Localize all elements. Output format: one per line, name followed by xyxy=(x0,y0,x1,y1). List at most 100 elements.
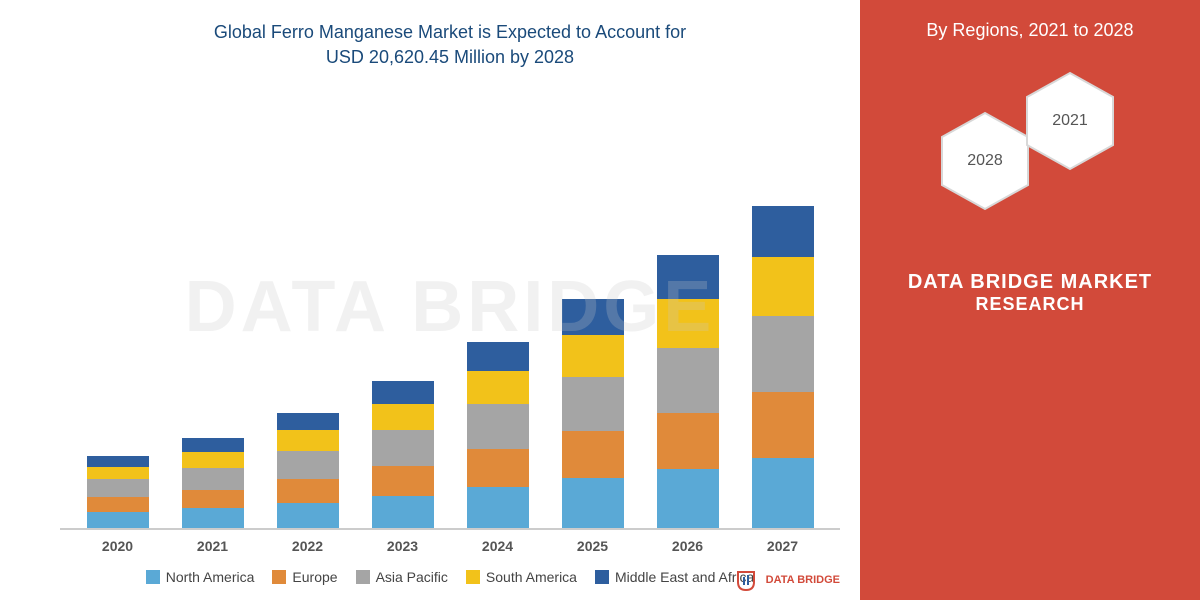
legend-label: North America xyxy=(166,569,255,585)
x-axis-labels: 2020 2021 2022 2023 2024 2025 2026 2027 xyxy=(60,530,840,554)
bar-group xyxy=(368,381,438,528)
bar-segment xyxy=(372,381,434,404)
x-axis-label: 2027 xyxy=(748,538,818,554)
brand-panel: By Regions, 2021 to 2028 2028 2021 DATA … xyxy=(860,0,1200,600)
bar-segment xyxy=(372,496,434,528)
footer-logo-text: DATA BRIDGE xyxy=(766,574,840,586)
bar-group xyxy=(83,456,153,528)
bar-group xyxy=(463,342,533,528)
bar-stack xyxy=(752,206,814,528)
bar-segment xyxy=(182,438,244,452)
chart-title: Global Ferro Manganese Market is Expecte… xyxy=(60,20,840,70)
bar-group xyxy=(273,413,343,528)
bar-segment xyxy=(657,255,719,298)
legend: North America Europe Asia Pacific South Ame… xyxy=(60,554,840,590)
bar-segment xyxy=(87,479,149,497)
x-axis-label: 2020 xyxy=(83,538,153,554)
footer-logo-icon xyxy=(734,568,758,592)
bar-segment xyxy=(562,431,624,478)
bar-segment xyxy=(562,299,624,335)
x-axis-label: 2022 xyxy=(273,538,343,554)
bar-group xyxy=(748,206,818,528)
bar-segment xyxy=(372,430,434,466)
bar-segment xyxy=(657,469,719,528)
bar-segment xyxy=(562,377,624,431)
bar-segment xyxy=(277,503,339,528)
bar-stack xyxy=(372,381,434,528)
bar-segment xyxy=(87,456,149,467)
legend-item: South America xyxy=(466,569,577,585)
bar-group xyxy=(178,438,248,528)
bar-segment xyxy=(277,430,339,451)
legend-swatch xyxy=(595,570,609,584)
bar-segment xyxy=(87,467,149,480)
bar-segment xyxy=(467,487,529,528)
bar-stack xyxy=(467,342,529,528)
legend-swatch xyxy=(466,570,480,584)
bar-segment xyxy=(752,392,814,458)
bar-stack xyxy=(87,456,149,528)
legend-item: Europe xyxy=(272,569,337,585)
hexagon-2028: 2028 xyxy=(940,111,1030,211)
legend-item: Asia Pacific xyxy=(356,569,448,585)
chart-panel: Global Ferro Manganese Market is Expecte… xyxy=(0,0,860,600)
bar-segment xyxy=(752,316,814,393)
bar-segment xyxy=(467,449,529,487)
bar-segment xyxy=(752,257,814,316)
bar-stack xyxy=(657,255,719,528)
bar-segment xyxy=(562,478,624,528)
hexagon-2028-label: 2028 xyxy=(967,152,1003,170)
legend-swatch xyxy=(146,570,160,584)
bar-segment xyxy=(467,371,529,404)
bar-segment xyxy=(752,206,814,257)
watermark-text: DATA BRIDGE xyxy=(185,266,716,348)
bar-segment xyxy=(182,468,244,491)
hexagon-2021-label: 2021 xyxy=(1052,112,1088,130)
hexagon-2021: 2021 xyxy=(1025,71,1115,171)
bar-segment xyxy=(277,413,339,430)
bar-segment xyxy=(277,451,339,480)
bar-segment xyxy=(752,458,814,528)
legend-item: North America xyxy=(146,569,255,585)
bar-group xyxy=(653,255,723,528)
chart-area: DATA BRIDGE 2020 2021 2022 2023 2024 2025 2026… xyxy=(60,85,840,554)
bar-group xyxy=(558,299,628,528)
bar-segment xyxy=(182,490,244,508)
x-axis-label: 2024 xyxy=(463,538,533,554)
bar-segment xyxy=(182,508,244,528)
regions-title: By Regions, 2021 to 2028 xyxy=(926,20,1133,41)
brand-line-1: DATA BRIDGE MARKET xyxy=(908,271,1152,294)
bar-segment xyxy=(87,512,149,528)
bar-segment xyxy=(657,348,719,413)
x-axis-label: 2023 xyxy=(368,538,438,554)
bar-stack xyxy=(277,413,339,528)
bar-segment xyxy=(372,466,434,496)
bar-stack xyxy=(562,299,624,528)
bars-container: DATA BRIDGE xyxy=(60,85,840,530)
legend-item: Middle East and Africa xyxy=(595,569,754,585)
bar-segment xyxy=(182,452,244,468)
brand-block: DATA BRIDGE MARKET RESEARCH xyxy=(908,271,1152,315)
bar-segment xyxy=(277,479,339,502)
bar-stack xyxy=(182,438,244,528)
bar-segment xyxy=(372,404,434,430)
bar-segment xyxy=(467,404,529,449)
bar-segment xyxy=(467,342,529,371)
hexagon-group: 2028 2021 xyxy=(930,71,1130,231)
brand-line-2: RESEARCH xyxy=(908,294,1152,315)
bar-segment xyxy=(657,299,719,349)
legend-swatch xyxy=(356,570,370,584)
bar-segment xyxy=(562,335,624,376)
footer-logo: DATA BRIDGE xyxy=(734,568,840,592)
legend-swatch xyxy=(272,570,286,584)
legend-label: Asia Pacific xyxy=(376,569,448,585)
bar-segment xyxy=(87,497,149,511)
legend-label: South America xyxy=(486,569,577,585)
title-line-1: Global Ferro Manganese Market is Expecte… xyxy=(214,22,686,42)
x-axis-label: 2021 xyxy=(178,538,248,554)
legend-label: Europe xyxy=(292,569,337,585)
x-axis-label: 2026 xyxy=(653,538,723,554)
bar-segment xyxy=(657,413,719,469)
x-axis-label: 2025 xyxy=(558,538,628,554)
title-line-2: USD 20,620.45 Million by 2028 xyxy=(326,47,574,67)
